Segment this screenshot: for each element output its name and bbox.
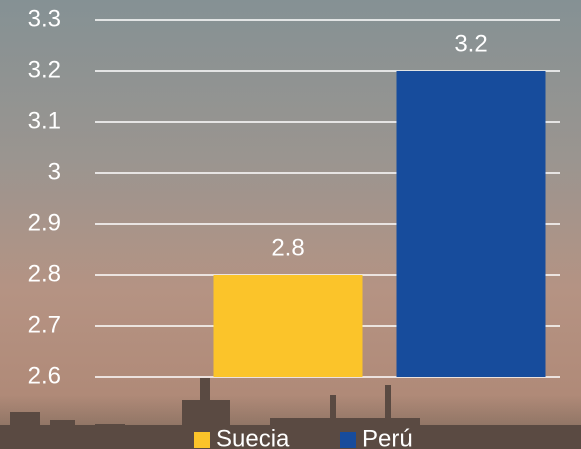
y-tick-label: 2.7 (28, 311, 61, 338)
y-tick-label: 2.6 (28, 362, 61, 389)
legend-label: Suecia (216, 425, 290, 449)
y-tick-label: 3 (48, 158, 61, 185)
y-tick-label: 3.1 (28, 107, 61, 134)
legend-label: Perú (362, 425, 413, 449)
bar (213, 275, 363, 377)
y-tick-label: 3.2 (28, 56, 61, 83)
city-silhouette (0, 378, 581, 449)
legend-swatch (340, 432, 356, 448)
y-tick-label: 2.8 (28, 260, 61, 287)
data-label: 3.2 (454, 30, 487, 57)
y-tick-label: 3.3 (28, 5, 61, 32)
y-tick-label: 2.9 (28, 209, 61, 236)
data-label: 2.8 (271, 234, 304, 261)
legend-swatch (194, 432, 210, 448)
bar (396, 71, 546, 377)
